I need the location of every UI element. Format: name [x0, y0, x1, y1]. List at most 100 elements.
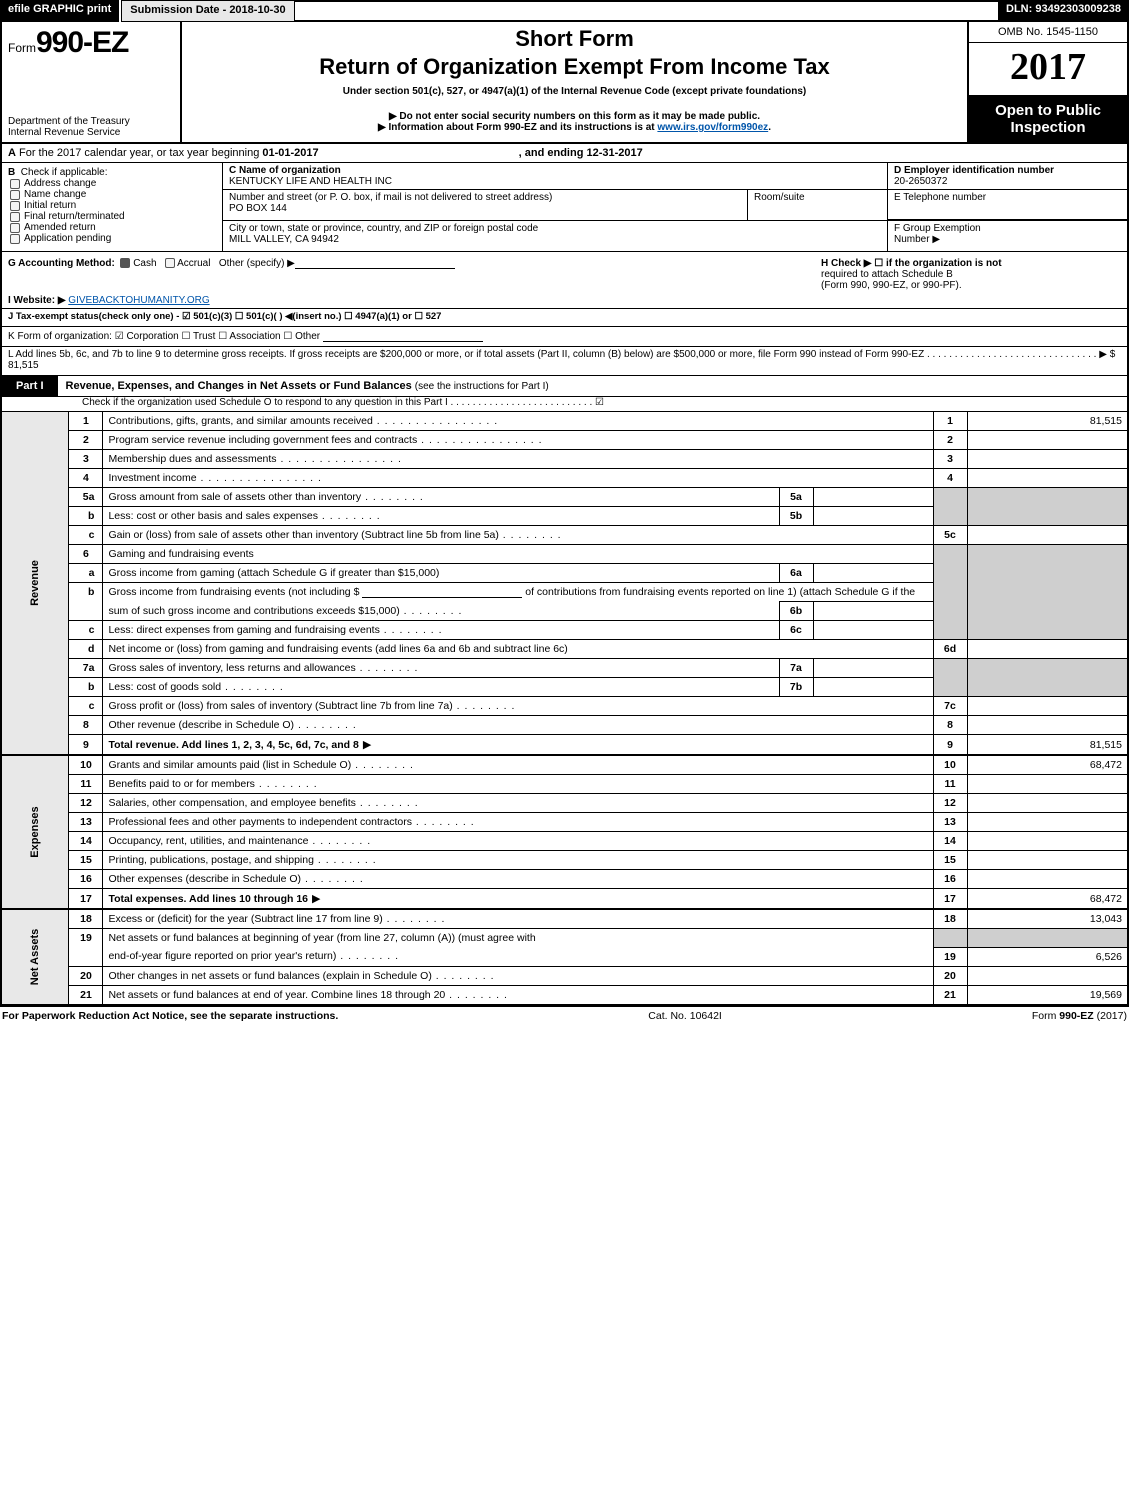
ln-7c: c — [69, 697, 103, 716]
row-3: 3 Membership dues and assessments 3 — [2, 450, 1127, 469]
section-c-name: C Name of organization KENTUCKY LIFE AND… — [222, 163, 1127, 190]
website-link[interactable]: GIVEBACKTOHUMANITY.ORG — [68, 295, 209, 306]
form-prefix: Form — [8, 41, 36, 55]
f-label: F Group Exemption — [894, 223, 981, 234]
rv-6d — [967, 640, 1127, 659]
rv-21: 19,569 — [967, 985, 1127, 1004]
mv-7b — [813, 678, 933, 697]
org-name: KENTUCKY LIFE AND HEALTH INC — [229, 176, 881, 187]
line-a-end: 12-31-2017 — [587, 147, 643, 159]
rv-4 — [967, 469, 1127, 488]
chk-final-return[interactable]: Final return/terminated — [10, 211, 216, 222]
expenses-side-label: Expenses — [2, 755, 69, 909]
rv-19: 6,526 — [967, 947, 1127, 966]
desc-6: Gaming and fundraising events — [103, 545, 933, 564]
section-i: I Website: ▶ GIVEBACKTOHUMANITY.ORG — [2, 293, 1127, 308]
section-f: F Group Exemption Number ▶ — [887, 221, 1127, 251]
desc-4: Investment income — [103, 469, 933, 488]
rn-16: 16 — [933, 870, 967, 889]
desc-8: Other revenue (describe in Schedule O) — [103, 716, 933, 735]
info-line: ▶ Information about Form 990-EZ and its … — [192, 122, 957, 133]
chk-initial-return[interactable]: Initial return — [10, 200, 216, 211]
chk-accrual[interactable] — [165, 258, 175, 268]
chk-cash[interactable] — [120, 258, 130, 268]
section-b: B Check if applicable: Address change Na… — [2, 163, 222, 251]
rn-6d: 6d — [933, 640, 967, 659]
short-form-title: Short Form — [192, 26, 957, 52]
rn-13: 13 — [933, 813, 967, 832]
part1-title: Revenue, Expenses, and Changes in Net As… — [58, 376, 557, 396]
row-2: 2 Program service revenue including gove… — [2, 431, 1127, 450]
g-other: Other (specify) ▶ — [219, 258, 295, 269]
open-line2: Inspection — [973, 119, 1123, 136]
chk-amended-return[interactable]: Amended return — [10, 222, 216, 233]
gh-row: G Accounting Method: Cash Accrual Other … — [2, 252, 1127, 293]
k-text: K Form of organization: ☑ Corporation ☐ … — [8, 331, 320, 342]
ln-19-blank — [69, 947, 103, 966]
form-number: 990-EZ — [36, 26, 128, 59]
desc-7a: Gross sales of inventory, less returns a… — [103, 659, 779, 678]
ln-14: 14 — [69, 832, 103, 851]
efile-print-button[interactable]: efile GRAPHIC print — [0, 0, 121, 22]
under-section: Under section 501(c), 527, or 4947(a)(1)… — [192, 86, 957, 97]
mn-6c: 6c — [779, 621, 813, 640]
grayv-19 — [967, 929, 1127, 948]
revenue-side-label: Revenue — [2, 412, 69, 756]
gray-5ab — [933, 488, 967, 526]
rv-2 — [967, 431, 1127, 450]
rv-16 — [967, 870, 1127, 889]
section-d: D Employer identification number 20-2650… — [887, 163, 1127, 189]
form-header: Form990-EZ Department of the Treasury In… — [0, 22, 1129, 144]
chk-name-change-label: Name change — [24, 189, 86, 200]
rn-21: 21 — [933, 985, 967, 1004]
l-text: L Add lines 5b, 6c, and 7b to line 9 to … — [8, 349, 1115, 360]
desc-5a: Gross amount from sale of assets other t… — [103, 488, 779, 507]
header-mid: Short Form Return of Organization Exempt… — [182, 22, 967, 142]
desc-10: Grants and similar amounts paid (list in… — [103, 755, 933, 775]
page-footer: For Paperwork Reduction Act Notice, see … — [0, 1007, 1129, 1025]
row-19-1: 19 Net assets or fund balances at beginn… — [2, 929, 1127, 948]
ln-7a: 7a — [69, 659, 103, 678]
i-label: I Website: ▶ — [8, 295, 66, 306]
ln-18: 18 — [69, 909, 103, 929]
g-other-input[interactable] — [295, 258, 455, 269]
header-right: OMB No. 1545-1150 2017 Open to Public In… — [967, 22, 1127, 142]
chk-name-change[interactable]: Name change — [10, 189, 216, 200]
city-value: MILL VALLEY, CA 94942 — [229, 234, 881, 245]
h-line2: required to attach Schedule B — [821, 269, 1121, 280]
ln-19: 19 — [69, 929, 103, 948]
chk-address-change[interactable]: Address change — [10, 178, 216, 189]
footer-right: Form 990-EZ (2017) — [1032, 1010, 1127, 1022]
topbar-spacer — [295, 0, 998, 22]
h-line1: H Check ▶ ☐ if the organization is not — [821, 258, 1121, 269]
row-12: 12 Salaries, other compensation, and emp… — [2, 794, 1127, 813]
row-8: 8 Other revenue (describe in Schedule O)… — [2, 716, 1127, 735]
city-label: City or town, state or province, country… — [229, 223, 881, 234]
rn-10: 10 — [933, 755, 967, 775]
info-link[interactable]: www.irs.gov/form990ez — [657, 122, 768, 133]
do-not-enter: ▶ Do not enter social security numbers o… — [192, 111, 957, 122]
section-e: E Telephone number — [887, 190, 1127, 220]
chk-initial-return-label: Initial return — [24, 200, 76, 211]
chk-application-pending[interactable]: Application pending — [10, 233, 216, 244]
row-5a: 5a Gross amount from sale of assets othe… — [2, 488, 1127, 507]
netassets-side-label: Net Assets — [2, 909, 69, 1004]
dept-line1: Department of the Treasury — [8, 116, 174, 127]
desc-7b: Less: cost of goods sold — [103, 678, 779, 697]
part1-subtitle: (see the instructions for Part I) — [415, 381, 549, 392]
desc-1: Contributions, gifts, grants, and simila… — [103, 412, 933, 431]
section-l: L Add lines 5b, 6c, and 7b to line 9 to … — [2, 347, 1127, 375]
ln-4: 4 — [69, 469, 103, 488]
line-a-begin: 01-01-2017 — [262, 147, 318, 159]
fundraising-amount-input[interactable] — [362, 587, 522, 598]
g-accrual: Accrual — [177, 258, 210, 269]
tax-year: 2017 — [969, 43, 1127, 96]
desc-11: Benefits paid to or for members — [103, 775, 933, 794]
row-13: 13 Professional fees and other payments … — [2, 813, 1127, 832]
desc-19-2: end-of-year figure reported on prior yea… — [103, 947, 933, 966]
ln-12: 12 — [69, 794, 103, 813]
desc-16: Other expenses (describe in Schedule O) — [103, 870, 933, 889]
omb-number: OMB No. 1545-1150 — [969, 22, 1127, 43]
part1-label: Part I — [2, 376, 58, 396]
k-other-input[interactable] — [323, 331, 483, 342]
